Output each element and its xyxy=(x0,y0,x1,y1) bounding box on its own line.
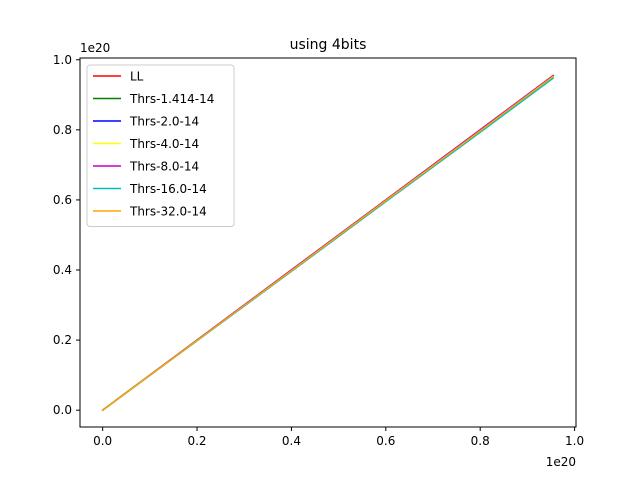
y-tick-label: 0.2 xyxy=(53,333,72,347)
legend-label: Thrs-4.0-14 xyxy=(129,137,199,151)
legend-label: Thrs-1.414-14 xyxy=(129,92,214,106)
y-tick-label: 1.0 xyxy=(53,53,72,67)
legend-label: Thrs-32.0-14 xyxy=(129,205,207,219)
legend-label: Thrs-16.0-14 xyxy=(129,182,207,196)
legend-label: LL xyxy=(130,70,144,84)
series-line-6 xyxy=(101,75,555,411)
series-lines xyxy=(101,74,555,411)
legend-label: Thrs-2.0-14 xyxy=(129,115,199,129)
y-tick-label: 0.6 xyxy=(53,193,72,207)
x-tick-label: 0.2 xyxy=(187,434,206,448)
x-tick-label: 1.0 xyxy=(565,434,584,448)
y-axis-ticks: 0.0 0.2 0.4 0.6 0.8 1.0 xyxy=(53,53,80,417)
x-axis-ticks: 0.0 0.2 0.4 0.6 0.8 1.0 xyxy=(93,427,584,448)
chart-title: using 4bits xyxy=(290,37,367,53)
y-tick-label: 0.0 xyxy=(53,403,72,417)
legend-label: Thrs-8.0-14 xyxy=(129,160,199,174)
y-axis-offset-text: 1e20 xyxy=(80,41,110,55)
x-tick-label: 0.8 xyxy=(471,434,490,448)
legend: LL Thrs-1.414-14 Thrs-2.0-14 Thrs-4.0-14 Thr… xyxy=(86,64,235,227)
x-tick-label: 0.4 xyxy=(282,434,301,448)
x-tick-label: 0.6 xyxy=(376,434,395,448)
x-tick-label: 0.0 xyxy=(93,434,112,448)
x-axis-offset-text: 1e20 xyxy=(546,455,576,469)
axes-frame xyxy=(79,57,577,428)
legend-box xyxy=(86,64,235,227)
y-tick-label: 0.8 xyxy=(53,123,72,137)
y-tick-label: 0.4 xyxy=(53,263,72,277)
